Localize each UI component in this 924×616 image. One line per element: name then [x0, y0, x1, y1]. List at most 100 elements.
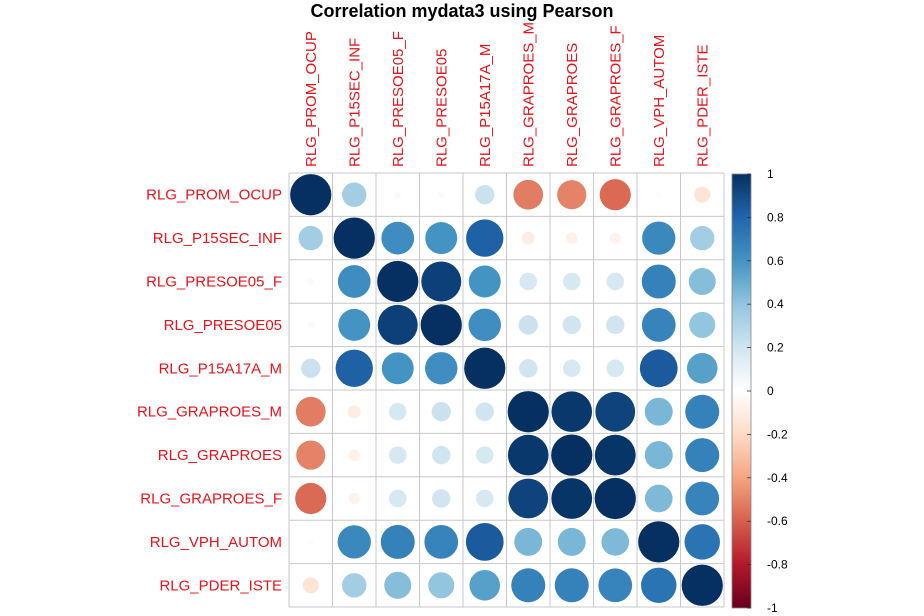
- correlation-cell: [468, 308, 501, 342]
- correlation-cell: [642, 221, 676, 255]
- correlation-cell: [606, 359, 624, 378]
- column-label: RLG_P15A17A_M: [477, 44, 494, 167]
- correlation-cell: [296, 440, 326, 470]
- correlation-cell: [690, 225, 715, 251]
- row-label: RLG_GRAPROES_M: [137, 404, 282, 421]
- correlation-cell: [476, 446, 494, 464]
- correlation-cell: [518, 315, 538, 335]
- row-label: RLG_P15A17A_M: [159, 360, 282, 377]
- row-label: RLG_PROM_OCUP: [146, 187, 282, 204]
- correlation-cell: [307, 538, 314, 545]
- correlation-cell: [685, 394, 720, 429]
- color-bar-tick-label: 0.2: [767, 341, 784, 355]
- correlation-cell: [606, 272, 624, 291]
- column-label: RLG_GRAPROES: [564, 43, 581, 167]
- correlation-cell: [513, 179, 544, 210]
- correlation-cell: [298, 225, 323, 251]
- color-bar-tick-label: -1: [767, 601, 778, 615]
- correlation-cell: [598, 568, 633, 603]
- column-label: RLG_P15SEC_INF: [346, 38, 363, 167]
- color-bar-tick-label: 1: [767, 167, 774, 181]
- correlation-cell: [307, 321, 315, 329]
- correlation-cell: [688, 267, 716, 296]
- correlation-cell: [551, 434, 593, 476]
- color-bar-tick-label: -0.6: [767, 514, 788, 528]
- correlation-cell: [685, 438, 720, 473]
- column-labels: RLG_PROM_OCUP RLG_P15SEC_INF RLG_PRESOE05_…: [303, 22, 712, 167]
- column-label: RLG_PRESOE05: [433, 49, 450, 167]
- correlation-cell: [694, 186, 711, 203]
- correlation-cell: [644, 397, 673, 426]
- correlation-cell: [684, 524, 720, 560]
- color-bar-tick-label: 0: [767, 384, 774, 398]
- column-label: RLG_PROM_OCUP: [303, 31, 320, 167]
- color-bar-tick-label: 0.4: [767, 297, 784, 311]
- correlation-cell: [338, 308, 371, 341]
- correlation-cell: [307, 277, 315, 286]
- correlation-cell: [475, 185, 495, 205]
- correlation-cell: [468, 265, 501, 298]
- column-label: RLG_PRESOE05_F: [390, 31, 407, 167]
- correlation-cell: [389, 489, 407, 508]
- correlation-cell: [511, 568, 546, 603]
- correlation-cell: [337, 265, 371, 298]
- color-bar-tick-label: -0.2: [767, 427, 788, 441]
- correlation-cell: [432, 445, 451, 465]
- correlation-cell: [554, 568, 589, 603]
- correlation-cell: [644, 441, 673, 470]
- correlation-cell: [347, 405, 361, 419]
- correlation-cell: [563, 359, 581, 378]
- color-bar-tick-label: 0.6: [767, 254, 784, 268]
- color-bar-tick-label: -0.4: [767, 471, 788, 485]
- correlation-cell: [464, 347, 506, 389]
- correlation-cell: [337, 525, 371, 559]
- row-label: RLG_PDER_ISTE: [159, 577, 282, 594]
- correlation-cell: [594, 434, 636, 476]
- correlation-cell: [551, 478, 593, 519]
- correlation-cell: [424, 525, 459, 559]
- correlation-cell: [333, 217, 375, 259]
- correlation-cell: [595, 391, 636, 432]
- row-label: RLG_PRESOE05: [164, 317, 282, 334]
- correlation-cell: [609, 232, 621, 244]
- correlation-cell: [348, 493, 360, 504]
- correlation-cell: [475, 402, 494, 421]
- column-label: RLG_PDER_ISTE: [694, 44, 711, 167]
- color-legend: 1 0.8 0.6 0.4 0.2 0 -0.2 -0.4 -0.6 -0.8 -1: [731, 167, 788, 615]
- correlation-cell: [335, 349, 373, 387]
- correlation-cell: [507, 434, 549, 476]
- correlation-cell: [519, 272, 537, 291]
- correlation-cell: [380, 524, 415, 559]
- correlation-cell: [428, 572, 455, 599]
- chart-title: Correlation mydata3 using Pearson: [310, 1, 613, 21]
- row-label: RLG_VPH_AUTOM: [150, 534, 282, 551]
- correlation-cell: [606, 315, 625, 335]
- row-label: RLG_GRAPROES: [158, 447, 282, 464]
- correlation-cell: [301, 358, 321, 378]
- correlation-cell: [521, 231, 535, 245]
- color-bar-tick-label: -0.8: [767, 558, 788, 572]
- correlation-cell: [377, 304, 418, 345]
- correlation-cell: [290, 174, 332, 216]
- correlation-cell: [599, 179, 631, 211]
- correlation-cell: [381, 221, 415, 255]
- correlation-cell: [557, 527, 586, 556]
- correlation-cell: [384, 571, 412, 599]
- correlation-cell: [342, 573, 367, 598]
- correlation-cell: [348, 449, 361, 461]
- correlation-cell: [563, 272, 581, 291]
- row-label: RLG_GRAPROES_F: [140, 491, 282, 508]
- correlation-cell: [644, 484, 673, 513]
- correlation-cell: [562, 315, 581, 335]
- correlation-cell: [425, 352, 458, 385]
- correlation-cell: [465, 523, 504, 561]
- correlation-cell: [689, 311, 716, 338]
- correlation-cell: [681, 564, 723, 606]
- column-label: RLG_GRAPROES_M: [520, 22, 537, 167]
- correlation-cell: [685, 481, 720, 516]
- correlation-cell: [394, 191, 402, 199]
- correlation-cell: [342, 182, 367, 207]
- correlation-cell: [551, 391, 593, 433]
- correlation-cell: [389, 446, 407, 464]
- correlation-cell: [476, 489, 494, 508]
